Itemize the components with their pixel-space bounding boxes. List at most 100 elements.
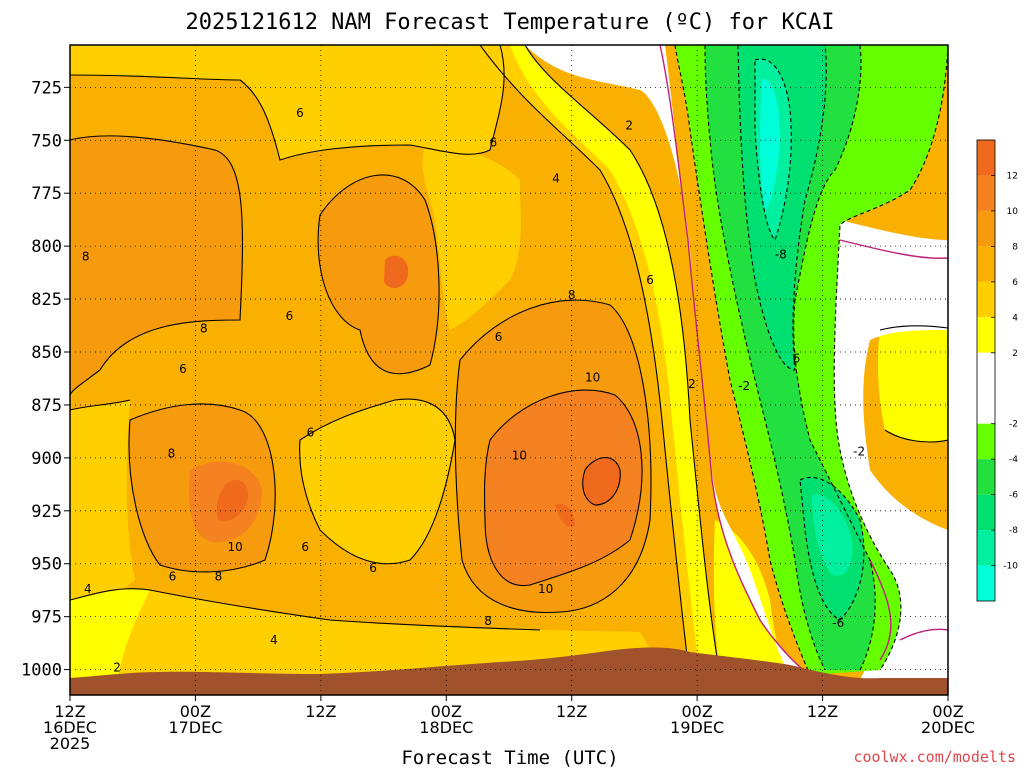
- y-tick-label: 825: [31, 290, 62, 310]
- contour-label: 6: [286, 309, 294, 323]
- x-tick-label: 12Z: [807, 702, 838, 721]
- x-tick-label: 2025: [50, 734, 91, 753]
- contour-label: 6: [296, 106, 304, 120]
- x-tick-label: 00Z: [431, 702, 462, 721]
- x-tick-label: 12Z: [556, 702, 587, 721]
- band-hot-small-a: [384, 255, 409, 289]
- x-tick-label: 00Z: [180, 702, 211, 721]
- contour-label: 2: [625, 118, 633, 132]
- band-mild-base: [120, 590, 660, 680]
- colorbar: 12 10 8 6 4 2 -2 -4 -6 -8 -10: [976, 139, 1019, 602]
- x-tick-label: 18DEC: [419, 718, 473, 737]
- contour-label: -6: [832, 616, 844, 630]
- neg-contour-b: [833, 45, 948, 671]
- x-axis-label: Forecast Time (UTC): [401, 747, 618, 768]
- contour-label: 6: [793, 351, 801, 365]
- y-tick-label: 1000: [21, 661, 62, 681]
- contour-label: -8: [775, 248, 787, 262]
- colorbar-bin: [977, 459, 995, 495]
- neg-contour-d: [793, 45, 876, 671]
- neg-contour-f: [799, 476, 865, 621]
- contour-label: 10: [512, 449, 527, 463]
- band-cool-right: [510, 45, 720, 675]
- contour-label: 4: [270, 633, 278, 647]
- x-tick-label: 12Z: [54, 702, 85, 721]
- colorbar-bin: [977, 352, 995, 424]
- colorbar-tick-label: 10: [1007, 207, 1019, 217]
- neg-contour-c: [704, 45, 826, 671]
- contour-label: 6: [646, 273, 654, 287]
- contour-line-j: [299, 398, 456, 565]
- colorbar-tick-label: -10: [1003, 562, 1018, 572]
- contour-label: 10: [538, 582, 553, 596]
- x-tick-label: 20DEC: [921, 718, 975, 737]
- colorbar-bin: [977, 210, 995, 247]
- contour-label: 6: [179, 362, 187, 376]
- contour-label: -2: [738, 379, 750, 393]
- colorbar-bin: [977, 317, 995, 353]
- band-near-zero-right: [834, 220, 948, 680]
- colorbar-bin: [977, 530, 995, 566]
- contour-label: 8: [82, 250, 90, 264]
- x-tick-label: 00Z: [932, 702, 963, 721]
- contour-label: 8: [168, 447, 176, 461]
- colorbar-tick-label: 8: [1012, 242, 1018, 252]
- colorbar-tick-label: 4: [1012, 313, 1018, 323]
- contour-label: 6: [307, 425, 315, 439]
- negative-contours: [674, 45, 948, 676]
- colorbar-bin: [977, 140, 995, 176]
- contour-label: 8: [215, 569, 223, 583]
- band-warm-left: [70, 135, 243, 396]
- x-tick-label: 16DEC: [43, 718, 97, 737]
- contour-label: 6: [490, 135, 498, 149]
- y-tick-label: 975: [31, 608, 62, 628]
- colorbar-tick-label: 2: [1012, 349, 1018, 359]
- credit-text: coolwx.com/modelts: [853, 748, 1016, 766]
- contour-label: 8: [484, 614, 492, 628]
- band-hot-small-c: [555, 503, 575, 527]
- colorbar-tick-label: -4: [1009, 455, 1018, 465]
- y-tick-label: 750: [31, 131, 62, 151]
- contour-line-e: [454, 299, 652, 614]
- band-mild-upper: [70, 45, 505, 160]
- contour-label: 2: [113, 660, 121, 674]
- y-tick-label: 950: [31, 555, 62, 575]
- contour-line-i: [524, 45, 721, 676]
- contour-labels: 6 2 6 4 8 -8 6 8 6 8 6 6 6 10 2 -2 6 8 -2 10 10 6 6 6 8 4 10 8 -6 4 2: [82, 106, 865, 675]
- colorbar-tick-label: 12: [1007, 171, 1018, 181]
- contour-label: 6: [301, 540, 309, 554]
- colorbar-bin: [977, 494, 995, 531]
- freezing-lines: [659, 45, 948, 676]
- y-tick-label: 725: [31, 78, 62, 98]
- y-tick-label: 775: [31, 184, 62, 204]
- x-tick-label: 00Z: [681, 702, 712, 721]
- contour-line-h: [479, 45, 691, 681]
- x-tick-label: 17DEC: [168, 718, 222, 737]
- neg-contour-a: [674, 45, 811, 676]
- contour-label: -2: [853, 445, 865, 459]
- colorbar-bin: [977, 281, 995, 318]
- band-hot-core: [582, 457, 621, 505]
- contour-label: 6: [369, 561, 377, 575]
- band-warm-center: [318, 174, 440, 374]
- contour-label: 10: [585, 370, 600, 384]
- contour-label: 10: [228, 540, 243, 554]
- band-mild-mid: [422, 140, 521, 330]
- freezing-line-b: [839, 239, 948, 661]
- freezing-line-a: [659, 45, 811, 676]
- band-mild-right: [480, 45, 710, 680]
- y-tick-label: 800: [31, 237, 62, 257]
- band-hot-lower-center: [484, 390, 642, 586]
- colorbar-bin: [977, 565, 995, 601]
- y-tick-label: 875: [31, 396, 62, 416]
- x-tick-label: 12Z: [305, 702, 336, 721]
- colorbar-bin: [977, 246, 995, 282]
- contour-label: 4: [84, 582, 92, 596]
- neg-contour-g: [754, 58, 792, 242]
- contour-line-a: [70, 45, 505, 161]
- contour-label: 4: [552, 171, 560, 185]
- plot-frame: [69, 44, 949, 696]
- contour-label: 6: [169, 569, 177, 583]
